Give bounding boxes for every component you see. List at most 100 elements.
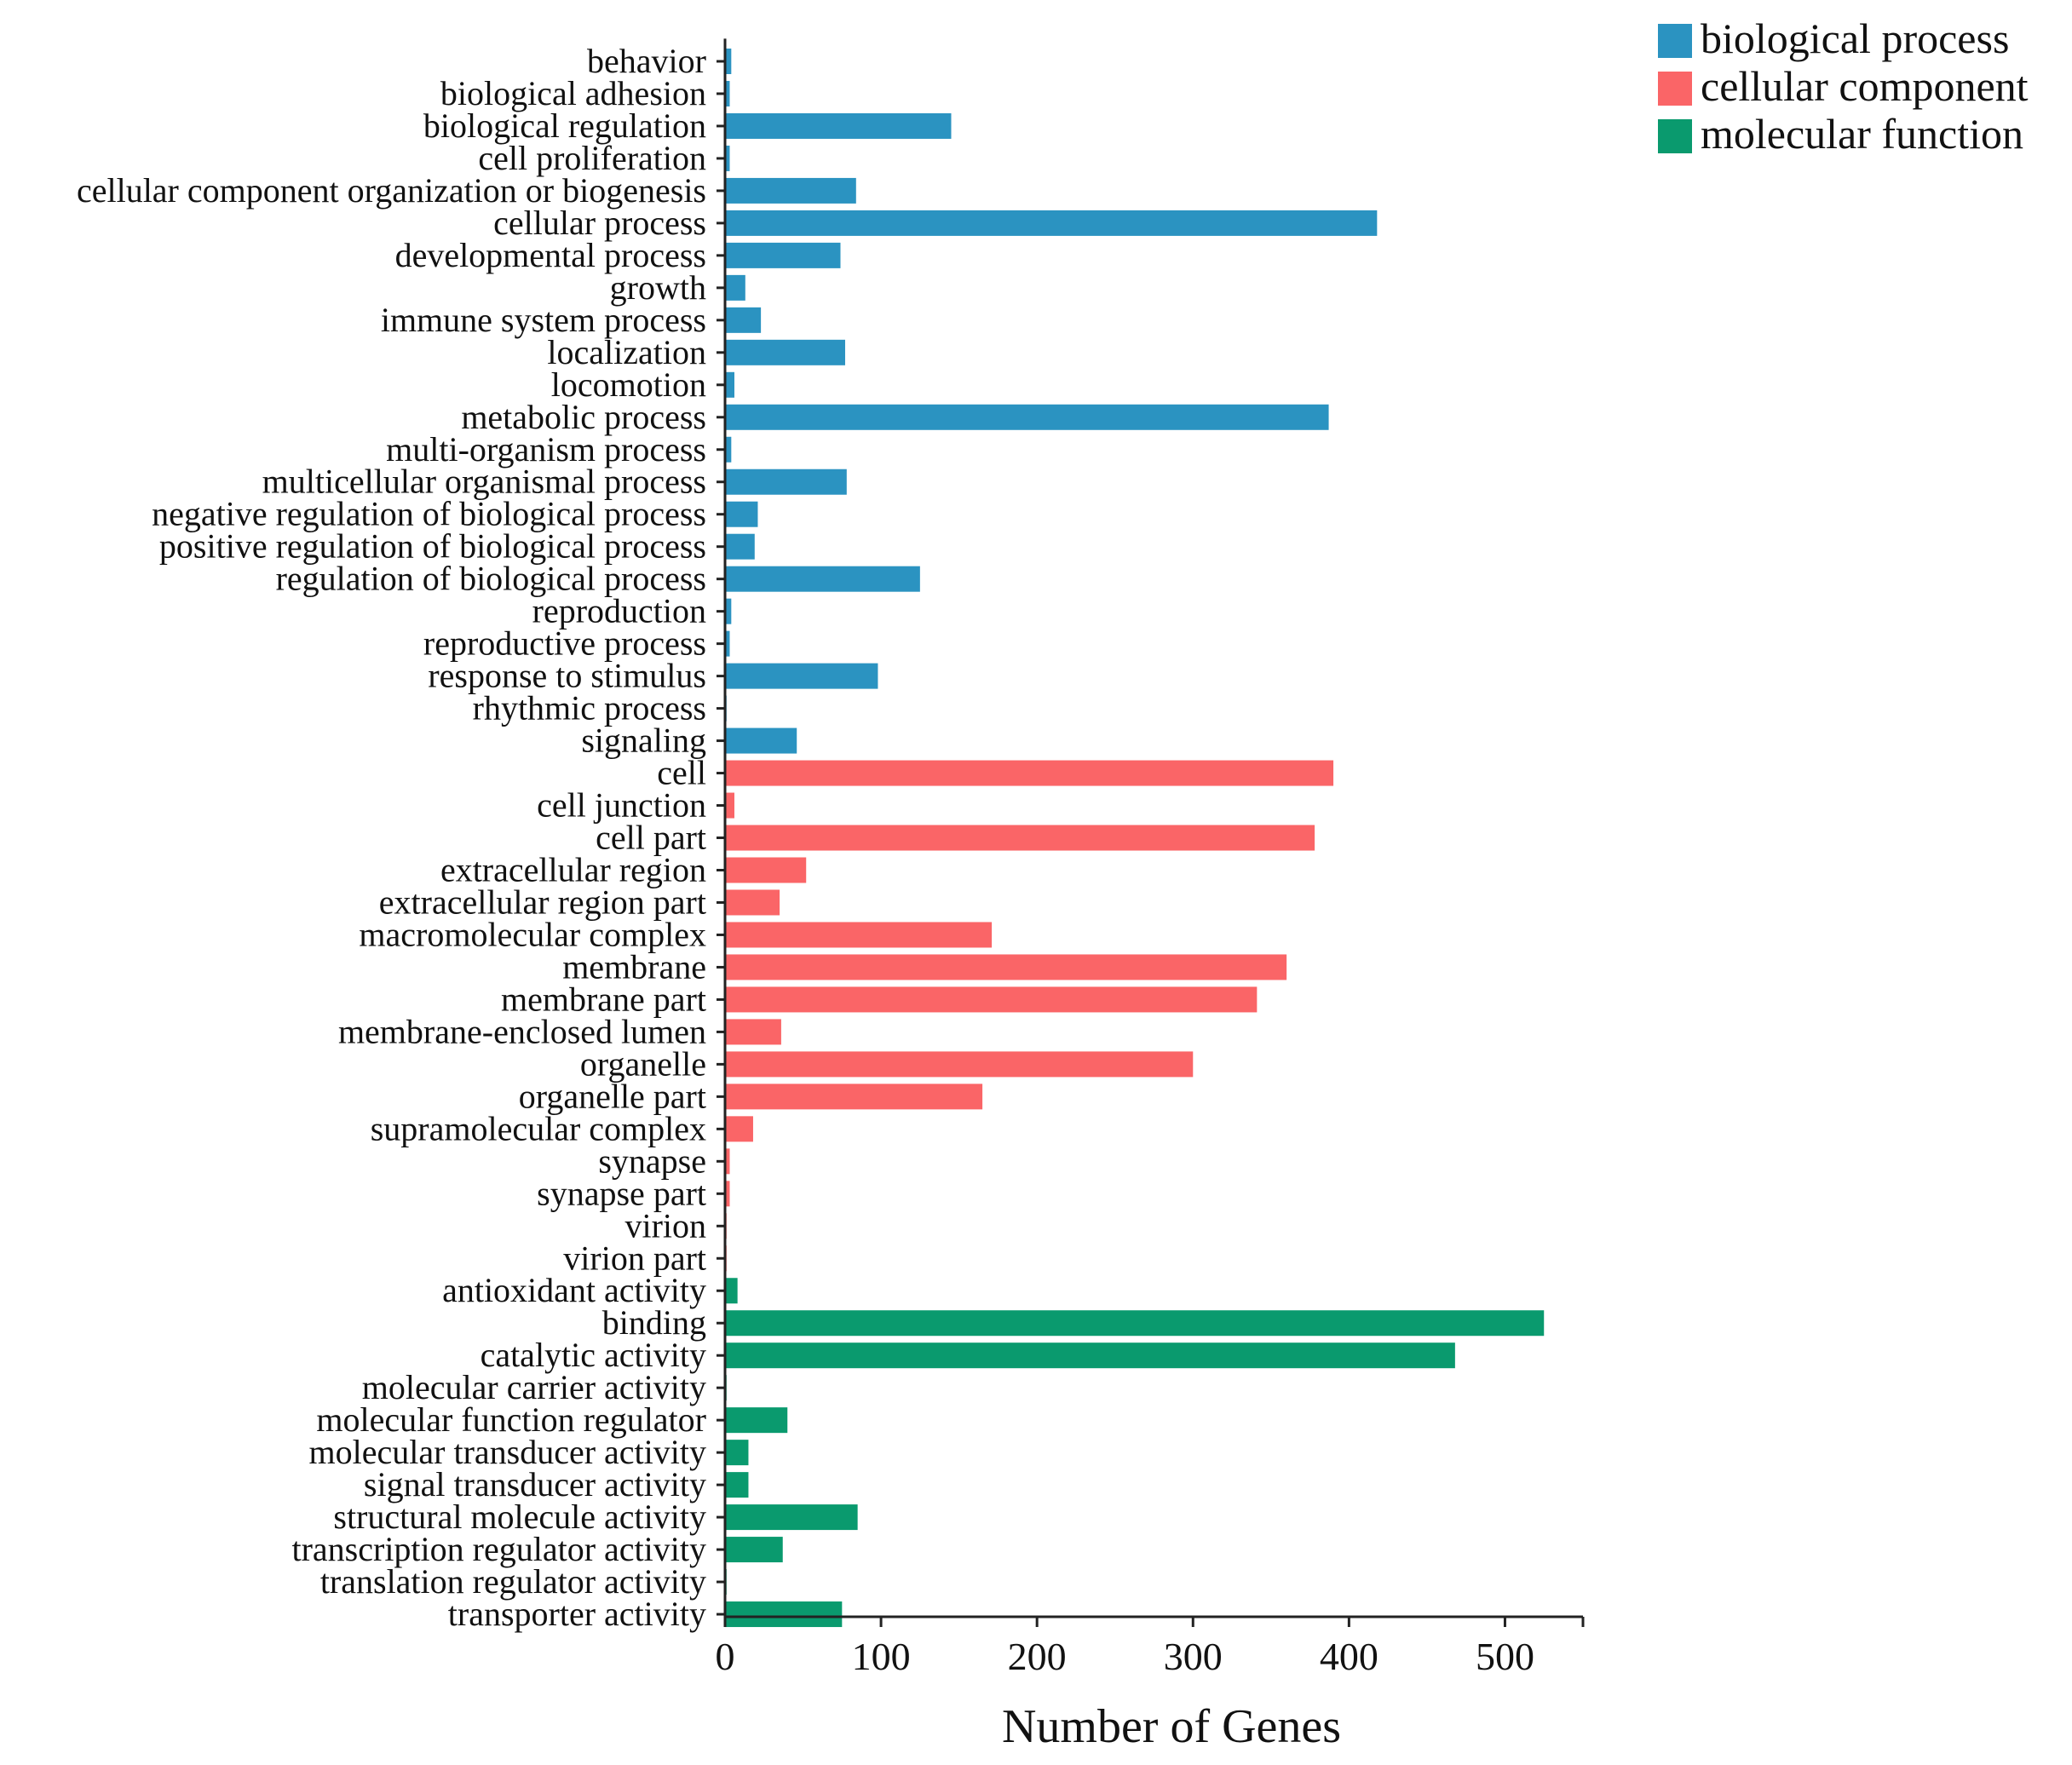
bar-extracellular-region [725, 857, 807, 883]
category-label: positive regulation of biological proces… [159, 527, 706, 566]
category-label: immune system process [381, 301, 706, 339]
category-label: supramolecular complex [371, 1109, 706, 1147]
category-label: extracellular region [440, 851, 706, 889]
bar-molecular-transducer-activity [725, 1440, 749, 1466]
bar-synapse [725, 1148, 730, 1175]
bar-binding [725, 1310, 1545, 1337]
category-label: translation regulator activity [320, 1562, 706, 1601]
bar-biological-adhesion [725, 80, 730, 106]
category-label: cell part [596, 819, 706, 857]
category-label: cellular process [493, 204, 706, 242]
bar-structural-molecule-activity [725, 1504, 858, 1531]
legend-swatch [1658, 24, 1692, 58]
legend-label: molecular function [1701, 110, 2023, 158]
bar-transcription-regulator-activity [725, 1537, 783, 1563]
category-label: localization [547, 333, 706, 371]
x-tick-label: 300 [1164, 1635, 1223, 1678]
legend-label: biological process [1701, 14, 2009, 62]
bar-cell [725, 760, 1334, 786]
category-label: reproduction [532, 592, 706, 630]
category-label: metabolic process [461, 398, 706, 436]
category-label: catalytic activity [481, 1336, 706, 1374]
bar-multi-organism-process [725, 436, 732, 463]
category-label: regulation of biological process [276, 560, 706, 598]
bar-reproductive-process [725, 630, 730, 657]
legend-swatch [1658, 119, 1692, 153]
bar-cellular-process [725, 210, 1378, 236]
category-label: biological regulation [423, 106, 706, 145]
category-label: cell junction [537, 786, 706, 825]
bar-developmental-process [725, 242, 841, 268]
bar-transporter-activity [725, 1601, 843, 1628]
category-label: organelle part [519, 1077, 706, 1115]
category-label: molecular carrier activity [362, 1368, 706, 1406]
bar-synapse-part [725, 1181, 730, 1207]
category-label: biological adhesion [440, 74, 706, 112]
category-label: response to stimulus [428, 657, 706, 695]
category-label: molecular transducer activity [309, 1433, 706, 1471]
bar-cellular-component-organization-or-biogenesis [725, 177, 856, 204]
bar-cell-part [725, 825, 1315, 851]
bar-membrane-part [725, 986, 1258, 1013]
bar-cell-junction [725, 792, 734, 819]
bar-organelle [725, 1051, 1194, 1078]
bar-growth [725, 274, 745, 301]
category-label: growth [610, 268, 706, 307]
bar-reproduction [725, 598, 732, 624]
category-label: virion part [563, 1239, 706, 1277]
bar-locomotion [725, 371, 734, 398]
category-label: membrane [562, 947, 706, 986]
category-label: behavior [587, 42, 706, 80]
category-label: virion [624, 1206, 706, 1245]
category-label: cell [657, 754, 706, 792]
bar-cell-proliferation [725, 145, 730, 171]
bar-metabolic-process [725, 404, 1329, 430]
category-label: synapse part [537, 1174, 706, 1212]
x-tick-label: 400 [1320, 1635, 1378, 1678]
category-label: organelle [580, 1044, 706, 1083]
x-axis-title: Number of Genes [1002, 1700, 1341, 1753]
category-label: signal transducer activity [364, 1465, 706, 1503]
bar-supramolecular-complex [725, 1116, 753, 1142]
x-tick-label: 100 [852, 1635, 911, 1678]
bar-positive-regulation-of-biological-process [725, 533, 755, 560]
bar-immune-system-process [725, 307, 762, 333]
category-label: rhythmic process [473, 689, 706, 727]
x-tick-label: 200 [1008, 1635, 1067, 1678]
x-tick-label: 500 [1476, 1635, 1534, 1678]
category-label: macromolecular complex [359, 915, 706, 953]
category-label: membrane-enclosed lumen [338, 1012, 706, 1050]
category-label: extracellular region part [379, 882, 706, 921]
bar-organelle-part [725, 1084, 983, 1110]
category-label: cell proliferation [478, 139, 706, 177]
category-label: signaling [581, 722, 706, 760]
bar-regulation-of-biological-process [725, 566, 920, 592]
bar-macromolecular-complex [725, 922, 993, 948]
bar-response-to-stimulus [725, 663, 878, 689]
bar-signal-transducer-activity [725, 1472, 749, 1498]
category-label: structural molecule activity [333, 1498, 706, 1536]
category-label: developmental process [395, 236, 706, 274]
category-label: molecular function regulator [316, 1400, 706, 1439]
bars-group [725, 49, 1545, 1628]
bar-multicellular-organismal-process [725, 469, 847, 495]
category-label: transporter activity [448, 1595, 706, 1633]
x-ticks-group: 0 100 200 300 400 500 [716, 1617, 1585, 1678]
category-label: synapse [598, 1141, 706, 1180]
bar-molecular-function-regulator [725, 1407, 788, 1434]
category-label: multi-organism process [386, 430, 706, 469]
bar-behavior [725, 49, 732, 74]
bar-catalytic-activity [725, 1342, 1455, 1369]
category-label: cellular component organization or bioge… [77, 171, 706, 210]
bar-negative-regulation-of-biological-process [725, 501, 758, 527]
x-tick-label: 0 [716, 1635, 735, 1678]
bar-biological-regulation [725, 112, 952, 139]
category-label: locomotion [551, 365, 706, 404]
bar-localization [725, 339, 845, 365]
category-label: membrane part [501, 980, 706, 1018]
bar-extracellular-region-part [725, 889, 780, 916]
